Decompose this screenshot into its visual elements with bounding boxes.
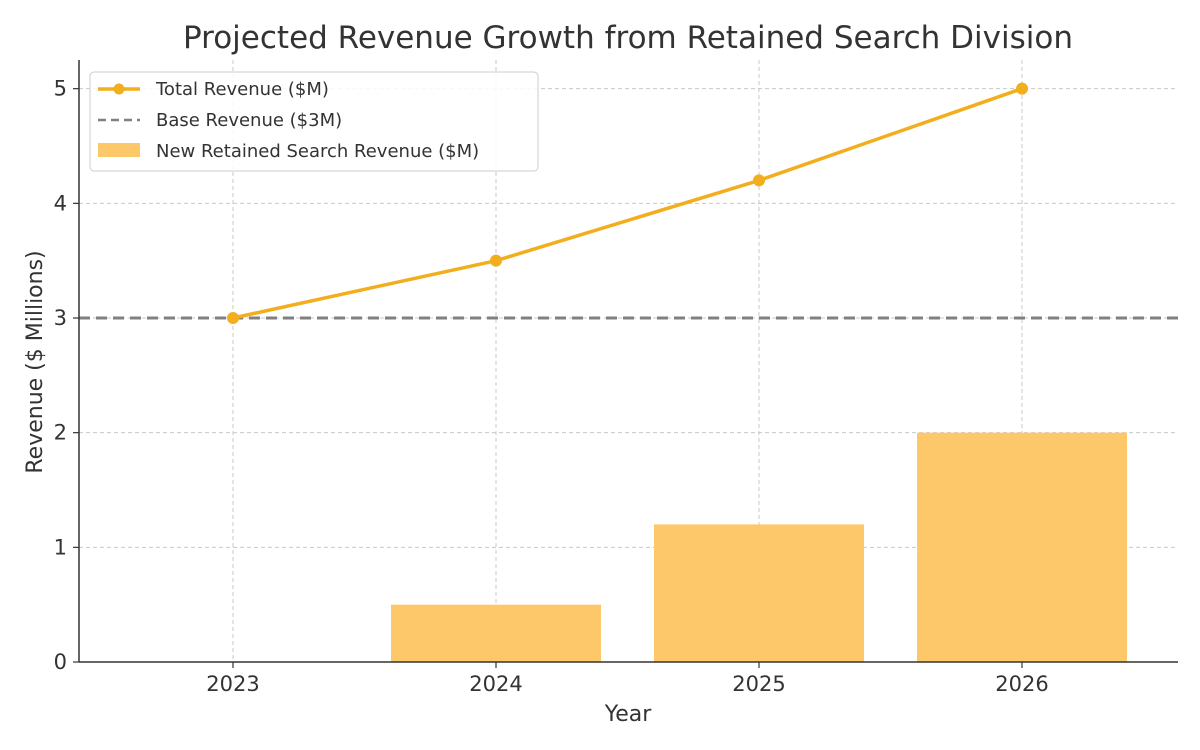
x-tick-label: 2023: [206, 672, 259, 696]
axis-layer: [78, 60, 1178, 663]
legend-marker-swatch: [113, 83, 125, 95]
x-axis-label: Year: [604, 702, 653, 727]
x-tick-label: 2024: [469, 672, 522, 696]
y-tick-label: 2: [54, 421, 67, 445]
tick-layer: 0 1 2 3 4 5 2023 2024 2025 2026: [54, 77, 1049, 696]
legend-label-base: Base Revenue ($3M): [156, 110, 342, 131]
legend: Total Revenue ($M) Base Revenue ($3M) Ne…: [89, 71, 539, 172]
line-layer: [227, 82, 1028, 324]
bar-2025: [654, 524, 864, 662]
y-tick-label: 4: [54, 191, 67, 215]
total-revenue-point-2024: [490, 254, 502, 267]
x-tick-label: 2026: [995, 672, 1048, 696]
legend-label-new: New Retained Search Revenue ($M): [156, 141, 479, 162]
total-revenue-line: [232, 87, 1023, 320]
bar-layer: [391, 432, 1127, 662]
bar-2026: [917, 432, 1127, 662]
bar-2024: [391, 604, 601, 662]
chart-title: Projected Revenue Growth from Retained S…: [183, 20, 1073, 56]
y-tick-label: 1: [54, 535, 67, 559]
total-revenue-point-2023: [227, 312, 239, 324]
y-tick-label: 0: [54, 650, 67, 674]
y-tick-label: 3: [54, 306, 67, 330]
total-revenue-point-2025: [753, 174, 765, 187]
y-tick-label: 5: [54, 77, 67, 101]
legend-bar-swatch: [98, 143, 140, 157]
y-axis-label: Revenue ($ Millions): [23, 250, 48, 473]
x-tick-label: 2025: [732, 672, 785, 696]
total-revenue-point-2026: [1016, 82, 1028, 95]
legend-label-total: Total Revenue ($M): [155, 79, 329, 100]
legend-frame: [89, 71, 539, 172]
